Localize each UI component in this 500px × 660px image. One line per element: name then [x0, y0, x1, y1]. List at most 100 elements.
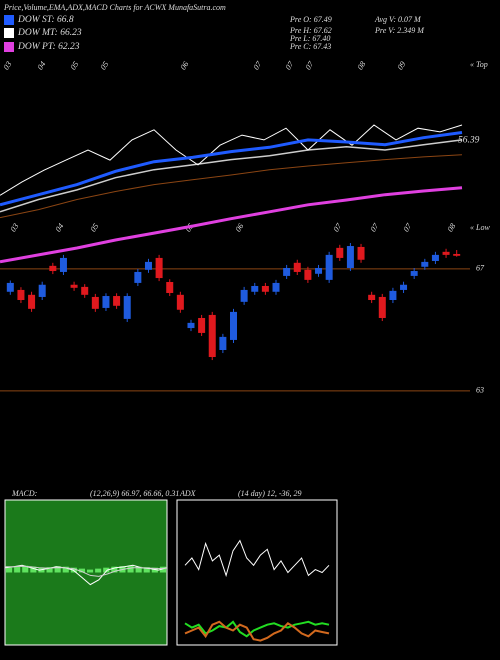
histogram-bar — [62, 566, 69, 573]
stat-label: Pre L: 67.40 — [289, 34, 330, 43]
panel-background — [176, 499, 338, 646]
adx-line — [184, 620, 330, 642]
candle-body — [261, 285, 269, 292]
candle-body — [198, 317, 206, 333]
y-tick-label: 63 — [476, 386, 484, 395]
candle-body — [389, 290, 397, 300]
candle-body — [378, 296, 386, 318]
stat-label: Pre C: 67.43 — [289, 42, 331, 51]
candle-body — [176, 294, 184, 310]
histogram-bar — [135, 566, 142, 573]
candle-body — [113, 296, 121, 306]
date-label: 06 — [233, 222, 245, 234]
histogram-bar — [22, 565, 29, 573]
panel-subtitle: (12,26,9) 66.97, 66.66, 0.31 — [90, 489, 179, 498]
legend-label: DOW PT: 62.23 — [17, 42, 80, 52]
candle-body — [325, 254, 333, 280]
date-label: 05 — [98, 60, 110, 72]
candle-body — [187, 322, 195, 329]
histogram-bar — [95, 568, 102, 573]
candle-body — [134, 271, 142, 283]
panel-subtitle: (14 day) 12, -36, 29 — [238, 489, 302, 498]
y-tick-label: 67 — [476, 264, 485, 273]
histogram-bar — [87, 569, 94, 573]
candle-body — [6, 282, 14, 292]
candle-body — [38, 284, 46, 297]
histogram-bar — [159, 566, 166, 573]
candle-body — [346, 246, 354, 268]
legend-swatch — [4, 15, 14, 25]
histogram-bar — [78, 568, 85, 573]
legend-label: DOW ST: 66.8 — [17, 15, 74, 25]
date-label: 06 — [178, 60, 190, 72]
indicator-line — [0, 124, 463, 196]
candle-body — [240, 289, 248, 302]
candle-body — [251, 285, 259, 292]
candle-body — [59, 257, 67, 272]
date-label: 09 — [395, 60, 407, 72]
histogram-bar — [14, 566, 21, 573]
histogram-bar — [54, 566, 61, 573]
histogram-bar — [6, 567, 13, 573]
histogram-bar — [46, 567, 53, 573]
candle-body — [17, 289, 25, 300]
histogram-bar — [143, 567, 150, 573]
legend-label: DOW MT: 66.23 — [17, 28, 82, 38]
candle-body — [315, 267, 323, 274]
panel-title: ADX — [179, 489, 197, 498]
legend-swatch — [4, 42, 14, 52]
histogram-bar — [127, 565, 134, 573]
candle-body — [400, 284, 408, 290]
candle-body — [283, 267, 291, 276]
candle-body — [81, 286, 89, 295]
candle-body — [442, 251, 450, 255]
corner-label: « Low — [470, 223, 490, 232]
stat-label: Pre V: 2.349 M — [374, 26, 425, 35]
candle-body — [219, 336, 227, 350]
candle-body — [70, 284, 78, 288]
candle-body — [453, 253, 461, 256]
histogram-bar — [151, 567, 158, 573]
candle-body — [304, 269, 312, 280]
candle-body — [230, 311, 237, 340]
candle-body — [431, 254, 439, 261]
panel-title: MACD: — [11, 489, 38, 498]
legend-swatch — [4, 28, 14, 38]
indicator-line — [0, 154, 463, 219]
candle-body — [123, 296, 131, 319]
stat-label: Pre O: 67.49 — [289, 15, 332, 24]
candle-body — [293, 262, 301, 272]
end-label: 56.39 — [458, 136, 480, 146]
adx-line — [184, 539, 330, 578]
candle-body — [102, 296, 110, 308]
candle-body — [336, 247, 344, 258]
histogram-bar — [103, 567, 110, 573]
macd-line — [5, 565, 168, 577]
indicator-line — [0, 139, 463, 213]
indicator-line — [0, 186, 463, 264]
candle-body — [208, 314, 216, 358]
candle-body — [155, 257, 163, 279]
histogram-bar — [30, 566, 37, 573]
date-label: 08 — [355, 60, 367, 72]
date-label: 04 — [53, 222, 65, 234]
panel-background — [4, 499, 168, 646]
histogram-bar — [111, 566, 118, 573]
date-label: 05 — [68, 60, 80, 72]
page-title: Price,Volume,EMA,ADX,MACD Charts for ACW… — [3, 3, 226, 12]
date-label: 08 — [445, 222, 457, 234]
stat-label: Pre H: 67.62 — [289, 26, 332, 35]
candle-body — [272, 282, 280, 292]
date-label: 03 — [8, 222, 20, 234]
candle-body — [144, 261, 152, 270]
stat-label: Avg V: 0.07 M — [374, 15, 422, 24]
candle-body — [357, 246, 365, 260]
candle-body — [166, 282, 174, 293]
candle-body — [410, 271, 418, 276]
date-label: 03 — [1, 60, 13, 72]
corner-label: « Top — [470, 60, 488, 69]
date-label: 05 — [88, 222, 100, 234]
candle-body — [91, 296, 99, 309]
candle-body — [368, 294, 376, 300]
